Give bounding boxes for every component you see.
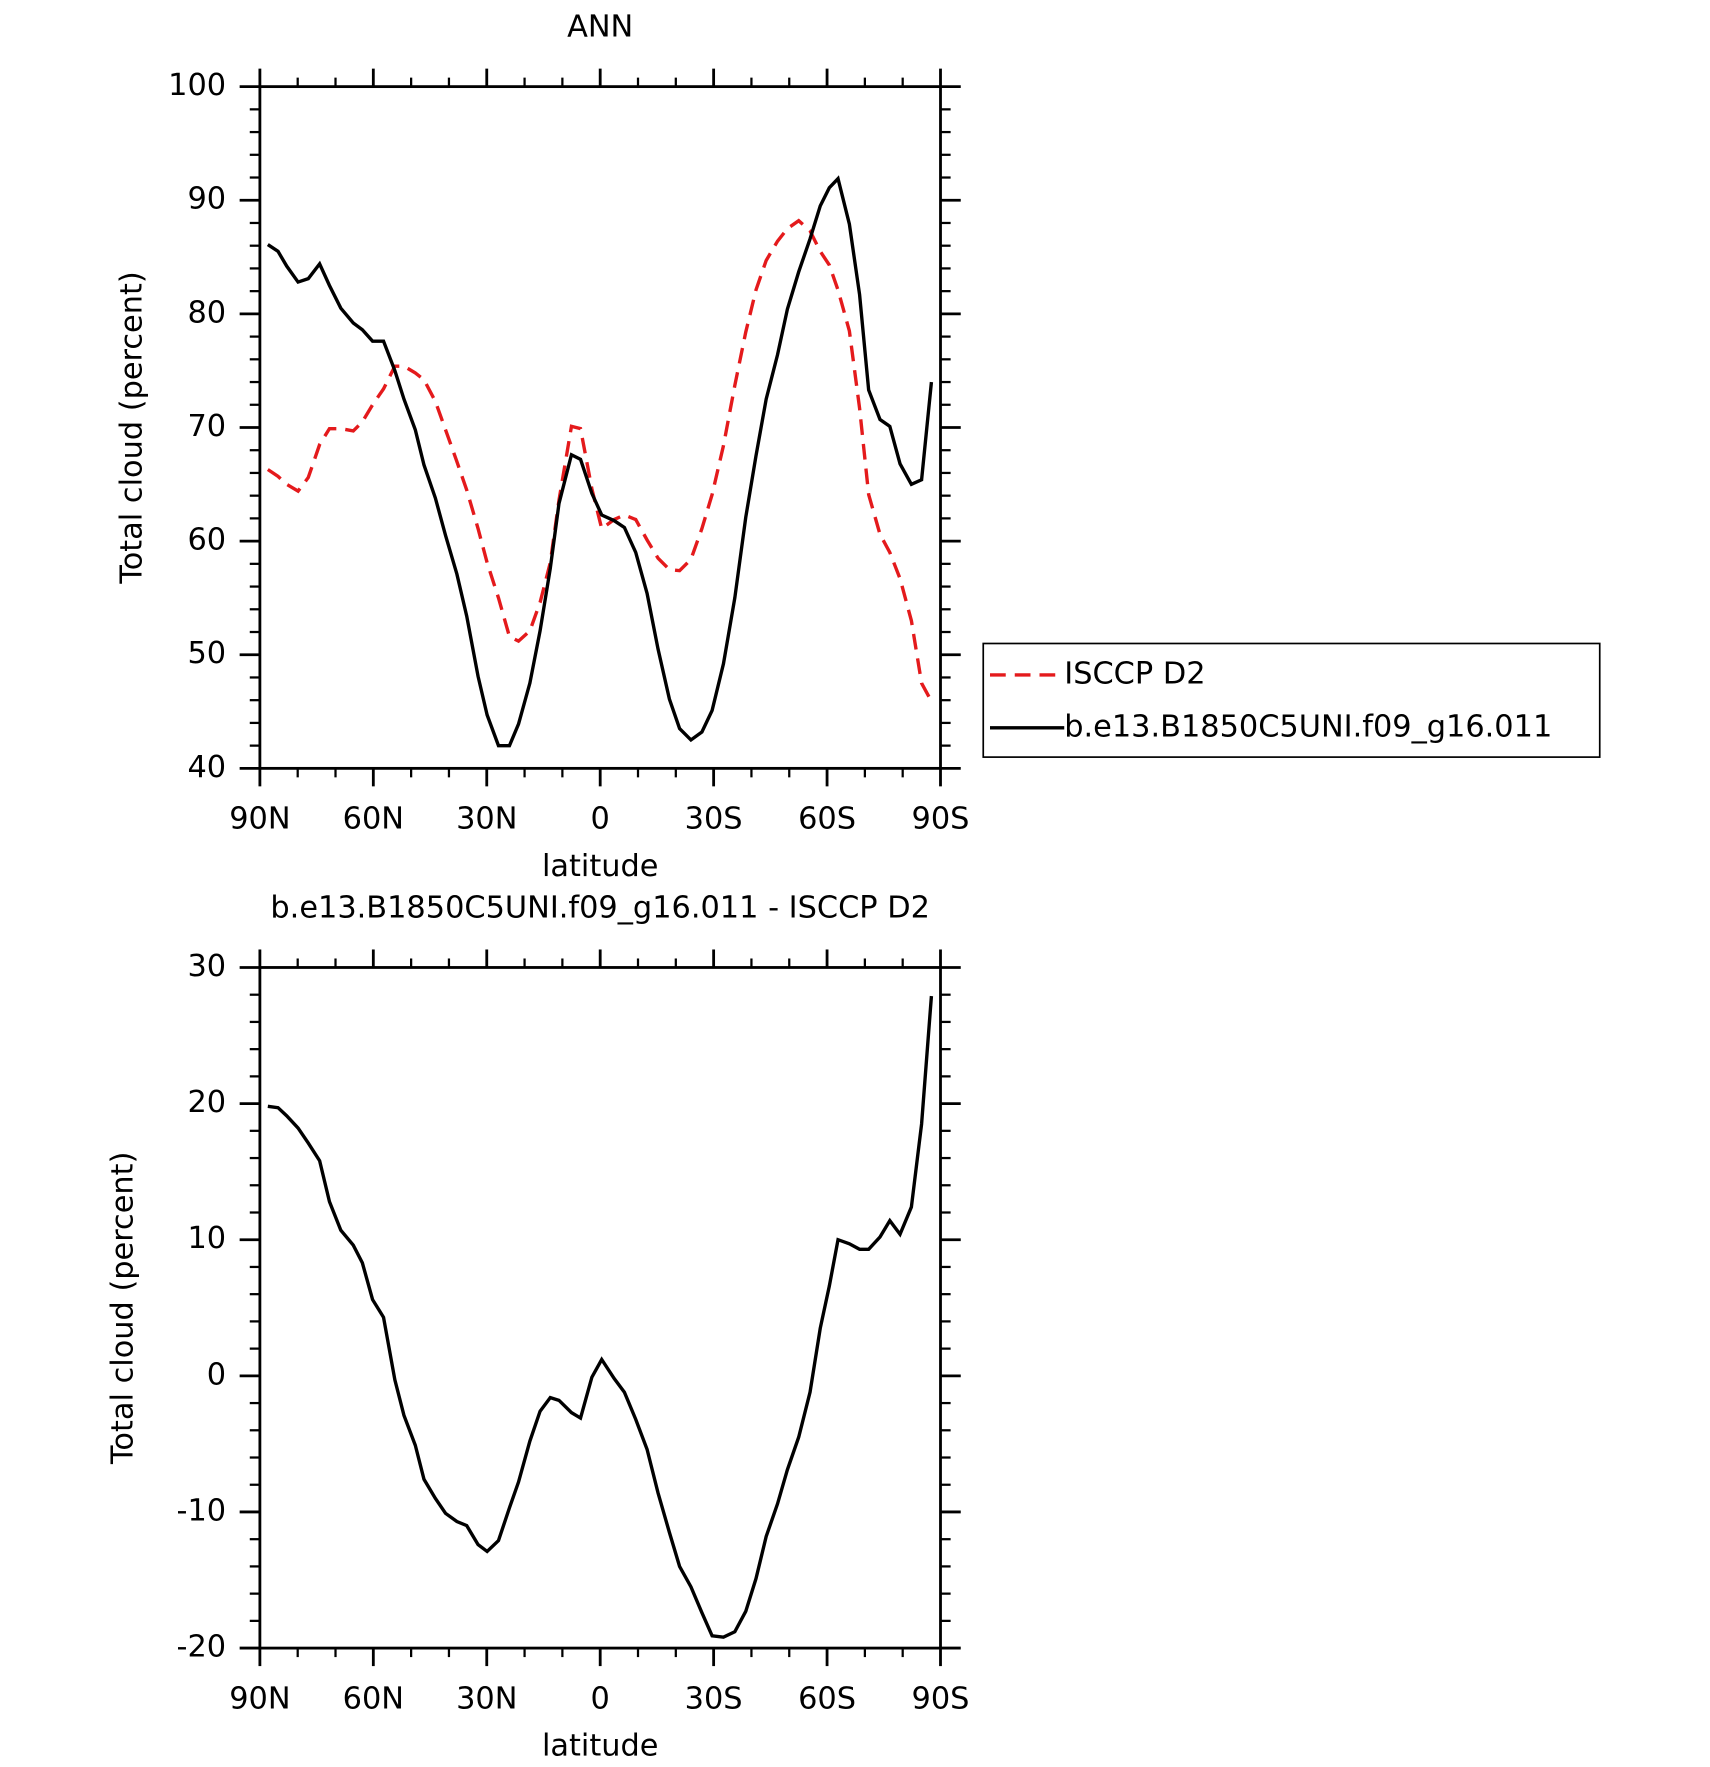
y-tick-label: 80 <box>187 295 226 330</box>
x-tick-label: 90N <box>229 1681 290 1716</box>
plot-frame <box>258 85 942 770</box>
x-tick-label: 90S <box>912 1681 970 1716</box>
x-tick-label: 60S <box>798 1681 856 1716</box>
y-tick-label: 60 <box>187 523 226 558</box>
x-tick-label: 60N <box>343 802 404 837</box>
x-tick-label: 30S <box>685 1681 743 1716</box>
y-tick-label: 30 <box>187 949 226 984</box>
y-tick-label: -10 <box>177 1493 227 1528</box>
x-tick-label: 90S <box>912 802 970 837</box>
y-tick-label: -20 <box>177 1630 227 1665</box>
y-tick-label: 70 <box>187 409 226 444</box>
series-line <box>266 175 934 748</box>
y-tick-label: 0 <box>207 1357 226 1392</box>
x-axis-label: latitude <box>542 1729 658 1764</box>
x-tick-label: 60S <box>798 802 856 837</box>
y-tick-label: 90 <box>187 182 226 217</box>
x-tick-label: 90N <box>229 802 290 837</box>
legend-label: ISCCP D2 <box>1064 656 1205 691</box>
x-axis-label: latitude <box>542 849 658 884</box>
series-line <box>266 218 933 703</box>
x-tick-label: 30S <box>685 802 743 837</box>
plot-frame <box>258 966 942 1650</box>
x-tick-label: 30N <box>456 802 517 837</box>
chart-title: ANN <box>567 10 633 45</box>
chart-title: b.e13.B1850C5UNI.f09_g16.011 - ISCCP D2 <box>270 890 930 925</box>
legend-box <box>982 642 1601 758</box>
y-axis-label: Total cloud (percent) <box>105 1152 140 1465</box>
legend-label: b.e13.B1850C5UNI.f09_g16.011 <box>1064 709 1552 744</box>
x-tick-label: 30N <box>456 1681 517 1716</box>
y-tick-label: 20 <box>187 1085 226 1120</box>
y-tick-label: 10 <box>187 1221 226 1256</box>
y-tick-label: 50 <box>187 636 226 671</box>
y-tick-label: 40 <box>187 750 226 785</box>
series-line <box>267 995 934 1639</box>
x-tick-label: 0 <box>591 1681 610 1716</box>
x-tick-label: 60N <box>343 1681 404 1716</box>
y-tick-label: 100 <box>168 68 226 103</box>
y-axis-label: Total cloud (percent) <box>114 271 149 584</box>
x-tick-label: 0 <box>591 802 610 837</box>
